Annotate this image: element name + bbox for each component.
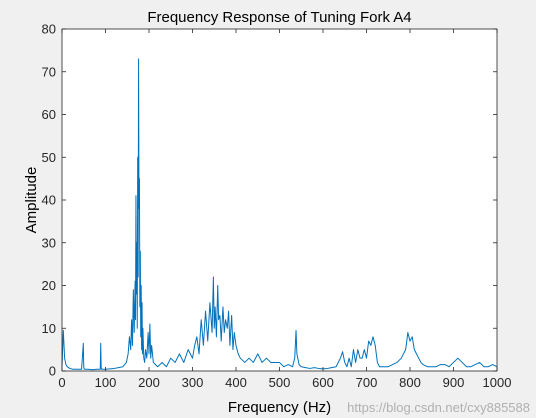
x-tick-label: 400 (225, 375, 247, 390)
x-tick-label: 300 (182, 375, 204, 390)
x-tick-label: 800 (399, 375, 421, 390)
x-tick-label: 600 (312, 375, 334, 390)
y-tick-label: 20 (42, 278, 56, 293)
y-tick-label: 30 (42, 235, 56, 250)
series-line (61, 58, 498, 371)
y-tick-label: 70 (42, 64, 56, 79)
chart-title: Frequency Response of Tuning Fork A4 (147, 9, 411, 26)
x-tick-label: 0 (58, 375, 65, 390)
y-tick-label: 60 (42, 107, 56, 122)
x-tick-label: 700 (356, 375, 378, 390)
y-tick-label: 10 (42, 321, 56, 336)
x-tick-label: 900 (443, 375, 465, 390)
x-tick-label: 500 (269, 375, 291, 390)
y-tick-label: 80 (42, 22, 56, 37)
y-tick-label: 50 (42, 150, 56, 165)
x-axis-label: Frequency (Hz) (228, 399, 331, 416)
x-tick-label: 1000 (483, 375, 512, 390)
x-tick-label: 100 (95, 375, 117, 390)
watermark: https://blog.csdn.net/cxy885588 (347, 400, 530, 415)
x-tick-label: 200 (138, 375, 160, 390)
plot-area (62, 29, 497, 371)
y-axis-ticks: 0 10 20 30 40 50 60 70 80 (42, 22, 497, 379)
y-tick-label: 0 (49, 364, 56, 379)
y-tick-label: 40 (42, 193, 56, 208)
x-axis-ticks: 0 100 200 300 400 500 600 700 800 900 1000 (58, 29, 511, 390)
y-axis-label: Amplitude (23, 167, 40, 234)
